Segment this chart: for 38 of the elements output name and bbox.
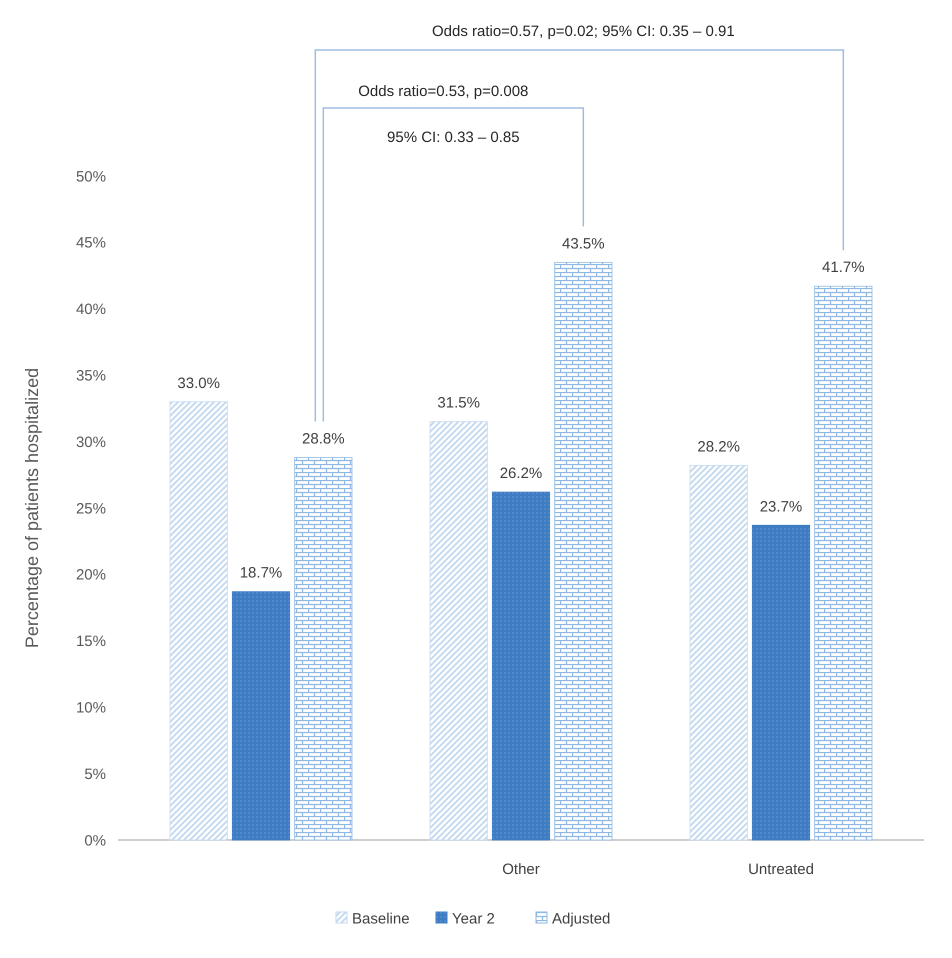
y-tick-label: 40% bbox=[76, 301, 106, 318]
legend-label: Baseline bbox=[352, 910, 410, 928]
data-label: 31.5% bbox=[437, 394, 480, 412]
x-tick-label: Other bbox=[502, 861, 540, 878]
y-tick-label: 20% bbox=[76, 566, 106, 584]
bar bbox=[554, 262, 612, 840]
bar bbox=[170, 401, 228, 840]
y-tick-label: 5% bbox=[84, 766, 106, 783]
text: Odds ratio=0.53, p=0.008 bbox=[358, 83, 528, 100]
data-label: 18.7% bbox=[240, 564, 282, 582]
y-tick-label: 25% bbox=[76, 500, 106, 518]
legend-label: Year 2 bbox=[452, 910, 495, 928]
bar bbox=[294, 457, 352, 840]
y-tick-label: 0% bbox=[84, 832, 106, 850]
legend-label: Adjusted bbox=[552, 910, 610, 928]
y-axis-title: Percentage of patients hospitalized bbox=[22, 368, 42, 648]
data-label: 33.0% bbox=[177, 374, 220, 392]
y-tick-label: 15% bbox=[76, 633, 106, 650]
bar bbox=[232, 591, 290, 840]
data-label: 41.7% bbox=[822, 259, 865, 276]
bar bbox=[690, 465, 748, 840]
x-tick-label: Untreated bbox=[748, 861, 814, 878]
bar bbox=[492, 492, 550, 840]
bar bbox=[752, 524, 810, 840]
bar bbox=[814, 286, 872, 840]
data-label: 28.2% bbox=[697, 438, 740, 456]
y-tick-label: 50% bbox=[76, 168, 106, 186]
data-label: 26.2% bbox=[500, 465, 542, 482]
data-label: 43.5% bbox=[562, 235, 605, 252]
y-tick-label: 10% bbox=[76, 699, 106, 716]
y-tick-label: 30% bbox=[76, 434, 106, 451]
y-tick-label: 35% bbox=[76, 367, 106, 384]
data-label: 28.8% bbox=[302, 430, 345, 448]
data-label: 23.7% bbox=[760, 498, 802, 516]
text: 95% CI: 0.33 – 0.85 bbox=[387, 129, 520, 146]
bar bbox=[430, 421, 488, 840]
text: Odds ratio=0.57, p=0.02; 95% CI: 0.35 – 0.91 bbox=[432, 23, 735, 40]
y-tick-label: 45% bbox=[76, 234, 106, 252]
